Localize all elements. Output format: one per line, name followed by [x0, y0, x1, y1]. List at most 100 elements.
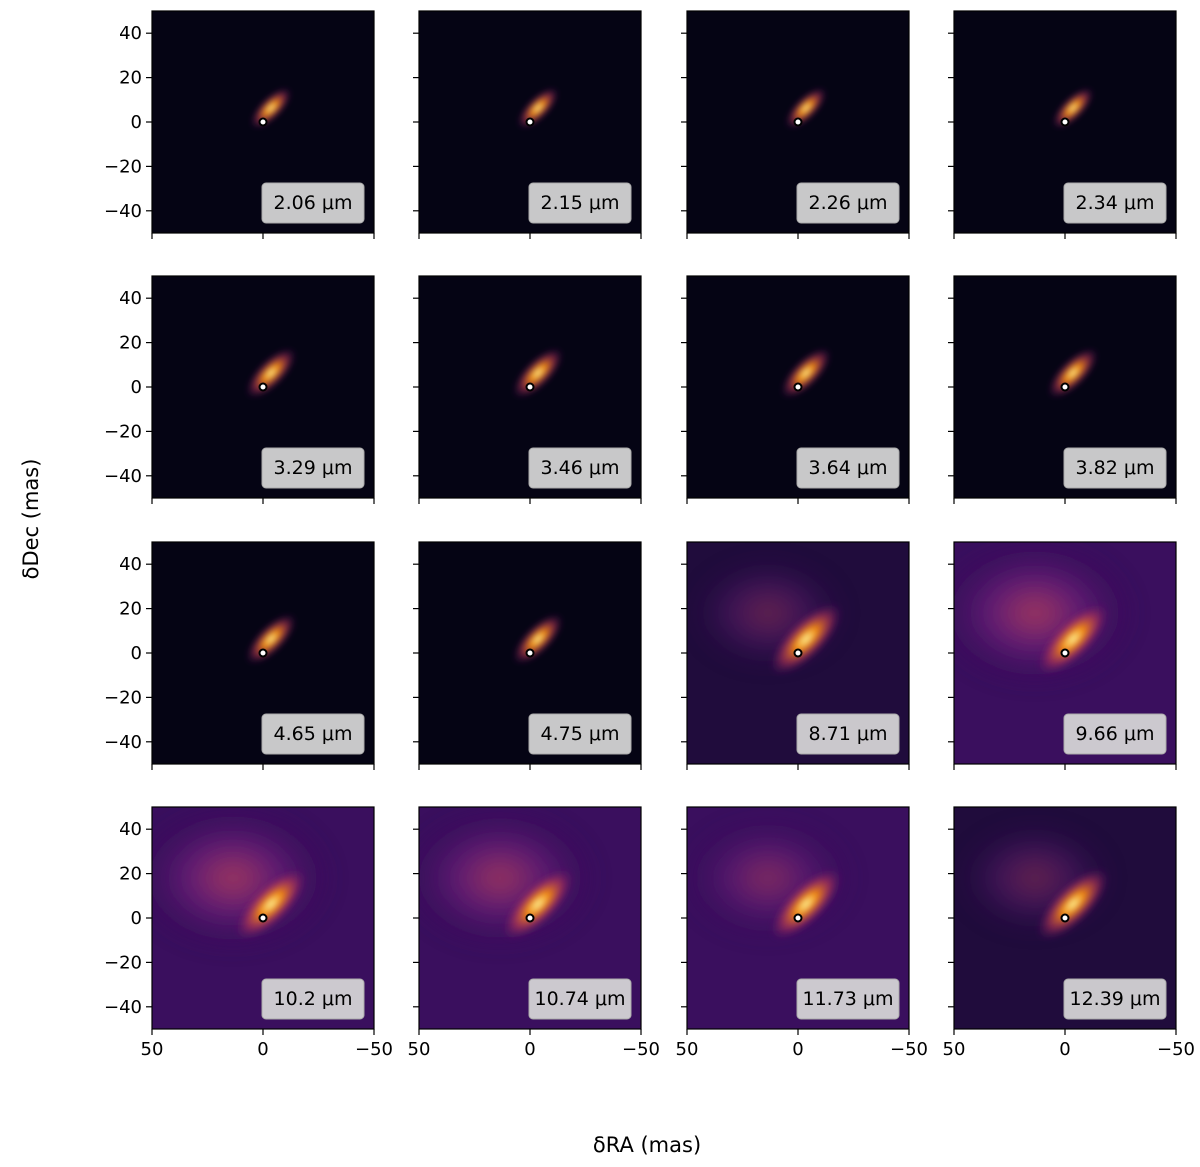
extended-emission [419, 807, 601, 951]
panel: 40 20 0 −20 −40 4.65 μm [104, 541, 375, 770]
x-tick-label: 50 [141, 1039, 164, 1060]
y-tick-label: −20 [104, 421, 142, 442]
wavelength-label: 2.06 μm [274, 192, 353, 214]
emission-core [1036, 602, 1110, 676]
x-tick-label: −50 [890, 1039, 928, 1060]
y-tick-label: 20 [119, 864, 142, 885]
star-marker [525, 913, 535, 923]
y-tick-label: 40 [119, 554, 142, 575]
panel: 50 0 −50 12.39 μm [943, 806, 1195, 1060]
wavelength-label-box [1063, 978, 1167, 1020]
x-tick-label: −50 [355, 1039, 393, 1060]
star-marker [793, 913, 803, 923]
star-marker [258, 648, 268, 658]
wavelength-label-box [1063, 713, 1167, 755]
emission-core [1036, 867, 1110, 941]
star-marker [258, 913, 268, 923]
y-tick-label: 20 [119, 599, 142, 620]
panel: 9.66 μm [948, 541, 1177, 770]
panel: 50 0 −50 40 20 0 −20 −40 10.2 μm [104, 806, 393, 1060]
panel: 40 20 0 −20 −40 3.29 μm [104, 275, 375, 504]
emission-core [769, 867, 843, 941]
wavelength-label: 10.74 μm [534, 988, 625, 1010]
wavelength-label-box [261, 447, 365, 489]
wavelength-label-box [528, 182, 632, 224]
wavelength-label: 2.34 μm [1076, 192, 1155, 214]
panel-frame [151, 10, 375, 234]
x-tick-label: 50 [676, 1039, 699, 1060]
x-axis-label: δRA (mas) [593, 1133, 701, 1157]
star-marker [525, 648, 535, 658]
y-tick-label: 20 [119, 68, 142, 89]
wavelength-label-box [1063, 447, 1167, 489]
wavelength-label-box [261, 713, 365, 755]
y-tick-label: 0 [131, 643, 142, 664]
y-tick-label: 40 [119, 288, 142, 309]
star-marker [1060, 117, 1070, 127]
y-tick-label: −20 [104, 687, 142, 708]
panel-frame [953, 541, 1177, 765]
y-tick-label: 20 [119, 333, 142, 354]
emission-core [512, 347, 564, 399]
wavelength-label-box [796, 713, 900, 755]
panel-frame [953, 275, 1177, 499]
y-tick-label: −20 [104, 952, 142, 973]
panel: 3.64 μm [681, 275, 910, 504]
star-marker [525, 117, 535, 127]
panel: 3.46 μm [413, 275, 642, 504]
wavelength-label-box [528, 713, 632, 755]
emission-core [245, 613, 297, 665]
y-tick-label: 0 [131, 908, 142, 929]
y-tick-label: 0 [131, 377, 142, 398]
panel-grid: 40 20 0 −20 −40 2.06 μm 2.15 μm 2.26 μm 2.34 μm 4… [104, 10, 1195, 1060]
y-tick-label: −20 [104, 156, 142, 177]
wavelength-label-box [261, 978, 365, 1020]
panel: 2.26 μm [681, 10, 910, 239]
emission-core [769, 602, 843, 676]
emission-core [780, 347, 832, 399]
star-marker [1060, 648, 1070, 658]
wavelength-label: 3.29 μm [274, 457, 353, 479]
panel-frame [151, 806, 375, 1030]
wavelength-label: 2.15 μm [541, 192, 620, 214]
panel-frame [953, 10, 1177, 234]
star-marker [1060, 913, 1070, 923]
y-tick-label: 0 [131, 112, 142, 133]
wavelength-label-box [528, 447, 632, 489]
emission-core [501, 867, 575, 941]
wavelength-label-box [796, 978, 900, 1020]
wavelength-label-box [261, 182, 365, 224]
panel-frame [418, 541, 642, 765]
y-tick-label: 40 [119, 23, 142, 44]
x-tick-label: 0 [257, 1039, 268, 1060]
panel-frame [686, 275, 910, 499]
x-tick-label: 0 [524, 1039, 535, 1060]
star-marker [793, 382, 803, 392]
panel-frame [953, 806, 1177, 1030]
panel: 2.34 μm [948, 10, 1177, 239]
wavelength-label-box [1063, 182, 1167, 224]
x-tick-label: −50 [1157, 1039, 1195, 1060]
wavelength-label-box [796, 182, 900, 224]
emission-core [234, 867, 308, 941]
star-marker [1060, 382, 1070, 392]
wavelength-label: 3.82 μm [1076, 457, 1155, 479]
panel-frame [686, 541, 910, 765]
star-marker [793, 117, 803, 127]
panel: 3.82 μm [948, 275, 1177, 504]
emission-core [1047, 347, 1099, 399]
y-tick-label: −40 [104, 732, 142, 753]
wavelength-label: 10.2 μm [274, 988, 353, 1010]
emission-core [245, 347, 297, 399]
wavelength-label-box [528, 978, 632, 1020]
wavelength-label: 4.65 μm [274, 723, 353, 745]
wavelength-label: 2.26 μm [809, 192, 888, 214]
x-tick-label: 0 [1059, 1039, 1070, 1060]
panel-frame [686, 806, 910, 1030]
panel-frame [686, 10, 910, 234]
panel: 2.15 μm [413, 10, 642, 239]
x-tick-label: 0 [792, 1039, 803, 1060]
panel: 50 0 −50 11.73 μm [676, 806, 928, 1060]
panel-frame [418, 10, 642, 234]
